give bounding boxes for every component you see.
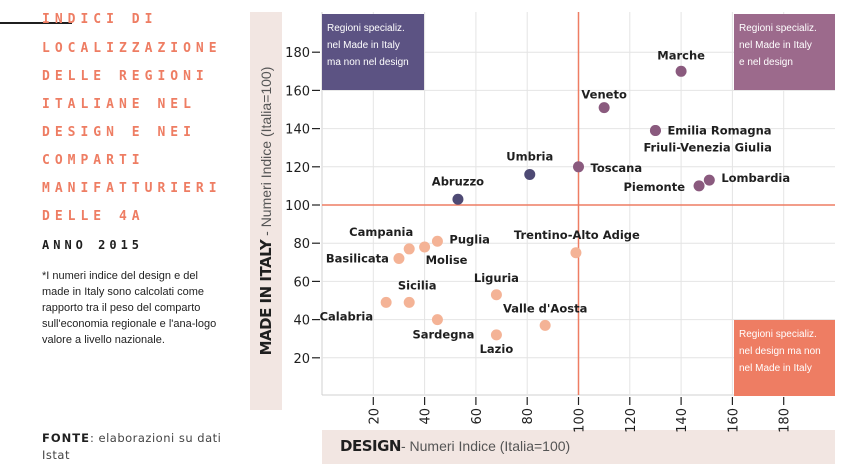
point-label: Valle d'Aosta bbox=[503, 301, 587, 315]
point-label: Sardegna bbox=[412, 328, 474, 342]
quadrant-top-right-line-2: nel Made in Italy bbox=[739, 40, 812, 51]
y-tick-label: 80 bbox=[293, 237, 310, 252]
data-point bbox=[393, 252, 405, 264]
data-point bbox=[403, 296, 415, 308]
point-label: Basilicata bbox=[326, 251, 389, 265]
title-line-8: DELLE 4A bbox=[42, 209, 145, 224]
data-point bbox=[524, 168, 536, 180]
data-point bbox=[703, 174, 715, 186]
x-tick-label: 60 bbox=[470, 408, 485, 425]
title-line-1: INDICI DI bbox=[42, 12, 158, 27]
x-tick-label: 100 bbox=[573, 408, 588, 433]
data-point bbox=[490, 289, 502, 301]
sidebar: INDICI DI LOCALIZZAZIONE DELLE REGIONI I… bbox=[0, 0, 240, 474]
x-tick-label: 20 bbox=[367, 408, 382, 425]
point-label: Toscana bbox=[591, 161, 643, 175]
year-label: ANNO 2015 bbox=[42, 238, 144, 252]
point-label: Emilia Romagna bbox=[667, 124, 771, 138]
x-tick-label: 40 bbox=[419, 408, 434, 425]
point-label: Veneto bbox=[581, 88, 627, 102]
data-point bbox=[431, 235, 443, 247]
y-tick-label: 160 bbox=[285, 84, 310, 99]
data-point bbox=[693, 180, 705, 192]
y-tick-label: 120 bbox=[285, 161, 310, 176]
title-line-6: COMPARTI bbox=[42, 153, 145, 168]
data-point bbox=[570, 247, 582, 259]
y-tick-label: 60 bbox=[293, 275, 310, 290]
data-point bbox=[649, 125, 661, 137]
data-point bbox=[380, 296, 392, 308]
data-point bbox=[573, 161, 584, 173]
y-tick-label: 40 bbox=[293, 314, 310, 329]
title-line-2: LOCALIZZAZIONE bbox=[42, 41, 222, 56]
title-line-7: MANIFATTURIERI bbox=[42, 181, 222, 196]
data-point bbox=[403, 243, 415, 255]
title-line-4: ITALIANE NEL bbox=[42, 97, 196, 112]
point-label: Abruzzo bbox=[432, 174, 484, 188]
y-tick-label: 100 bbox=[285, 199, 310, 214]
x-tick-label: 80 bbox=[521, 408, 536, 425]
source-text: : elaborazioni su dati Istat bbox=[42, 431, 222, 462]
x-tick-label: 160 bbox=[726, 408, 741, 433]
data-point bbox=[419, 241, 431, 253]
y-tick-label: 180 bbox=[285, 46, 310, 61]
point-label: Campania bbox=[349, 225, 413, 239]
data-point bbox=[598, 102, 610, 114]
x-tick-label: 180 bbox=[778, 408, 793, 433]
quadrant-top-left-line-1: Regioni specializ. bbox=[327, 23, 405, 34]
quadrant-box-top-right: Regioni specializ. nel Made in Italy e n… bbox=[734, 14, 835, 90]
data-point bbox=[452, 193, 464, 205]
x-axis-label-bold: DESIGN bbox=[340, 437, 401, 455]
y-tick-label: 140 bbox=[285, 123, 310, 138]
quadrant-top-left-line-3: ma non nel design bbox=[327, 57, 409, 68]
point-label: Friuli-Venezia Giulia bbox=[643, 141, 771, 155]
point-label: Marche bbox=[657, 48, 705, 62]
x-axis-band bbox=[322, 430, 835, 464]
footnote: *I numeri indice del design e del made i… bbox=[42, 270, 217, 346]
point-label: Umbria bbox=[506, 149, 553, 163]
quadrant-box-top-left: Regioni specializ. nel Made in Italy ma … bbox=[322, 14, 424, 90]
x-axis-label-rest: - Numeri Indice (Italia=100) bbox=[400, 438, 571, 454]
title-line-5: DESIGN E NEI bbox=[42, 125, 196, 140]
y-tick-label: 20 bbox=[293, 352, 310, 367]
quadrant-bottom-right-line-2: nel design ma non bbox=[739, 346, 821, 357]
title-line-3: DELLE REGIONI bbox=[42, 69, 209, 84]
point-label: Puglia bbox=[449, 232, 490, 246]
data-point bbox=[675, 65, 687, 77]
quadrant-top-left-line-2: nel Made in Italy bbox=[327, 40, 400, 51]
quadrant-bottom-right-line-3: nel Made in Italy bbox=[739, 363, 812, 374]
point-label: Molise bbox=[426, 253, 468, 267]
point-label: Calabria bbox=[320, 309, 374, 323]
quadrant-top-right-line-1: Regioni specializ. bbox=[739, 23, 817, 34]
title-rule bbox=[0, 22, 72, 24]
y-axis-band bbox=[250, 12, 282, 410]
point-label: Trentino-Alto Adige bbox=[514, 228, 640, 242]
data-point bbox=[490, 329, 502, 341]
source-label: FONTE bbox=[42, 431, 90, 445]
x-tick-label: 120 bbox=[624, 408, 639, 433]
source-note: FONTE: elaborazioni su dati Istat bbox=[42, 430, 240, 464]
data-point bbox=[539, 319, 551, 331]
point-label: Liguria bbox=[474, 271, 519, 285]
quadrant-bottom-right-line-1: Regioni specializ. bbox=[739, 329, 817, 340]
point-label: Lazio bbox=[480, 342, 514, 356]
quadrant-box-bottom-right: Regioni specializ. nel design ma non nel… bbox=[734, 320, 835, 396]
x-tick-label: 140 bbox=[675, 408, 690, 433]
point-label: Sicilia bbox=[398, 278, 437, 292]
point-label: Piemonte bbox=[624, 180, 686, 194]
x-axis-label: DESIGN- Numeri Indice (Italia=100) bbox=[340, 437, 570, 455]
point-label: Lombardia bbox=[721, 171, 790, 185]
quadrant-top-right-line-3: e nel design bbox=[739, 57, 793, 68]
data-point bbox=[431, 314, 443, 326]
